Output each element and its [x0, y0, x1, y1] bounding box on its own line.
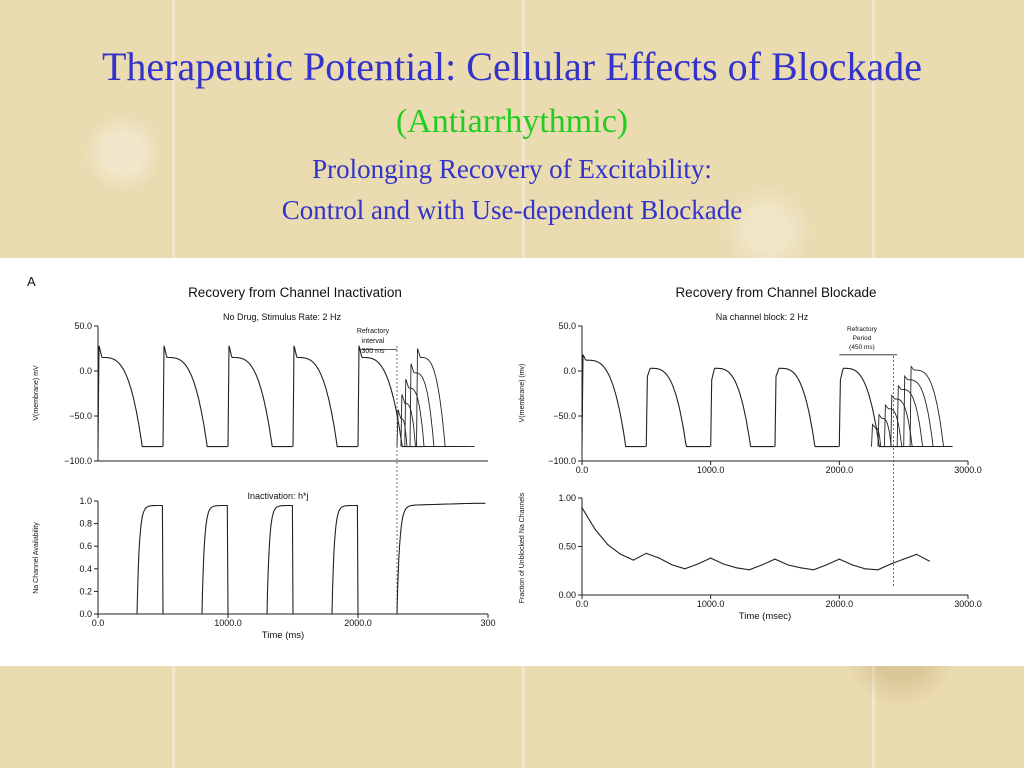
- data-point: [632, 559, 635, 561]
- right-top-y-tick-label: 50.0: [558, 321, 576, 331]
- right-top-y-tick-label: 0.0: [563, 366, 576, 376]
- right-bottom-y-tick-label: 0.50: [558, 542, 576, 552]
- action-potential-trace: [162, 345, 228, 448]
- left-top-y-tick-label: 0.0: [79, 366, 92, 376]
- left-refractory-label-3: 300 ms: [362, 348, 385, 355]
- data-point: [594, 528, 596, 530]
- blocked-action-potential-trace: [645, 367, 711, 448]
- right-bottom-x-tick-label: 3000.0: [954, 599, 982, 609]
- slide-heading-line2: Control and with Use-dependent Blockade: [281, 195, 743, 225]
- left-chart-title: Recovery from Channel Inactivation: [188, 285, 402, 300]
- data-point: [658, 557, 660, 559]
- data-point: [748, 569, 750, 571]
- slide-title: Therapeutic Potential: Cellular Effects …: [101, 44, 923, 89]
- right-top-x-tick-label: 2000.0: [826, 465, 854, 475]
- left-bottom-annotation: Inactivation: h*j: [247, 491, 308, 501]
- data-point: [851, 564, 853, 566]
- data-point: [825, 564, 828, 566]
- data-point: [864, 568, 866, 570]
- unblocked-fraction-line: [581, 507, 930, 571]
- left-chart-subtitle: No Drug, Stimulus Rate: 2 Hz: [223, 312, 342, 322]
- left-bottom-x-axis-label: Time (ms): [262, 630, 304, 641]
- left-top-y-tick-label: −50.0: [69, 411, 92, 421]
- left-bottom-y-tick-label: 0.4: [79, 564, 92, 574]
- left-bottom-y-tick-label: 0.2: [79, 586, 92, 596]
- data-point: [787, 564, 789, 566]
- right-top-x-tick-label: 1000.0: [697, 465, 725, 475]
- data-point: [877, 569, 879, 571]
- action-potential-trace: [292, 345, 358, 448]
- figure-panel: A Recovery from Channel Inactivation No …: [0, 258, 1024, 666]
- left-bottom-x-tick-label: 2000.0: [344, 618, 372, 628]
- blocked-action-potential-trace: [774, 367, 839, 448]
- left-bottom-x-tick-label: 300: [480, 618, 495, 628]
- data-point: [607, 543, 609, 546]
- data-point: [735, 567, 738, 569]
- left-refractory-label-1: Refractory: [357, 328, 390, 335]
- slide-heading-line1: Prolonging Recovery of Excitability:: [312, 154, 712, 184]
- availability-trace: [98, 502, 486, 615]
- data-point: [581, 507, 583, 509]
- data-point: [928, 560, 931, 562]
- data-point: [813, 569, 815, 571]
- right-bottom-x-tick-label: 1000.0: [697, 599, 725, 609]
- right-chart-title: Recovery from Channel Blockade: [675, 285, 876, 300]
- premature-response-trace: [404, 378, 463, 448]
- right-bottom-x-tick-label: 2000.0: [826, 599, 854, 609]
- left-bottom-x-tick-label: 1000.0: [214, 618, 242, 628]
- action-potential-trace: [97, 345, 163, 448]
- left-bottom-y-axis-label: Na Channel Availability: [33, 522, 40, 594]
- right-top-y-tick-label: −50.0: [553, 411, 576, 421]
- data-point: [645, 552, 647, 554]
- right-bottom-x-axis-label: Time (msec): [739, 611, 791, 622]
- right-top-y-axis-label: V(membrane) (mv): [519, 364, 526, 423]
- data-point: [903, 558, 905, 560]
- left-bottom-y-tick-label: 0.6: [79, 541, 92, 551]
- data-point: [722, 563, 725, 565]
- action-potential-trace: [357, 345, 423, 448]
- data-point: [800, 567, 802, 569]
- premature-response-trace: [877, 413, 936, 448]
- right-bottom-y-tick-label: 1.00: [558, 493, 576, 503]
- data-point: [697, 563, 699, 565]
- left-bottom-y-tick-label: 1.0: [79, 496, 92, 506]
- left-bottom-y-tick-label: 0.8: [79, 519, 92, 529]
- data-point: [620, 553, 622, 555]
- premature-response-trace: [896, 384, 953, 448]
- right-top-x-tick-label: 0.0: [576, 465, 589, 475]
- left-top-y-axis-label: V(membrane) mV: [33, 365, 40, 421]
- slide-subtitle: (Antiarrhythmic): [395, 103, 629, 140]
- panel-label: A: [27, 274, 36, 289]
- data-point: [890, 563, 892, 565]
- right-refractory-label-3: (450 ms): [849, 344, 875, 351]
- data-point: [761, 564, 763, 566]
- data-point: [710, 557, 712, 559]
- data-point: [684, 568, 686, 570]
- premature-response-trace: [909, 365, 953, 448]
- blocked-action-potential-trace: [581, 354, 646, 448]
- right-chart-subtitle: Na channel block: 2 Hz: [716, 312, 809, 322]
- data-point: [838, 558, 840, 560]
- right-top-x-tick-label: 3000.0: [954, 465, 982, 475]
- data-point: [671, 564, 673, 566]
- blocked-action-potential-trace: [710, 367, 775, 448]
- left-bottom-y-tick-label: 0.0: [79, 609, 92, 619]
- action-potential-trace: [227, 345, 293, 448]
- right-bottom-x-tick-label: 0.0: [576, 599, 589, 609]
- premature-response-trace: [400, 394, 460, 448]
- left-bottom-x-tick-label: 0.0: [92, 618, 105, 628]
- data-point: [774, 558, 776, 560]
- left-top-y-tick-label: 50.0: [74, 321, 92, 331]
- premature-response-trace: [416, 348, 475, 448]
- left-top-y-tick-label: −100.0: [64, 456, 92, 466]
- right-refractory-label-2: Period: [853, 335, 872, 342]
- right-bottom-y-axis-label: Fraction of Unblocked Na Channels: [519, 492, 526, 603]
- right-bottom-y-tick-label: 0.00: [558, 590, 576, 600]
- figure-svg: A Recovery from Channel Inactivation No …: [27, 274, 982, 641]
- right-refractory-label-1: Refractory: [847, 326, 878, 333]
- right-top-y-tick-label: −100.0: [548, 456, 576, 466]
- premature-response-trace: [396, 409, 456, 448]
- data-point: [915, 553, 918, 555]
- left-refractory-label-2: interval: [362, 338, 385, 345]
